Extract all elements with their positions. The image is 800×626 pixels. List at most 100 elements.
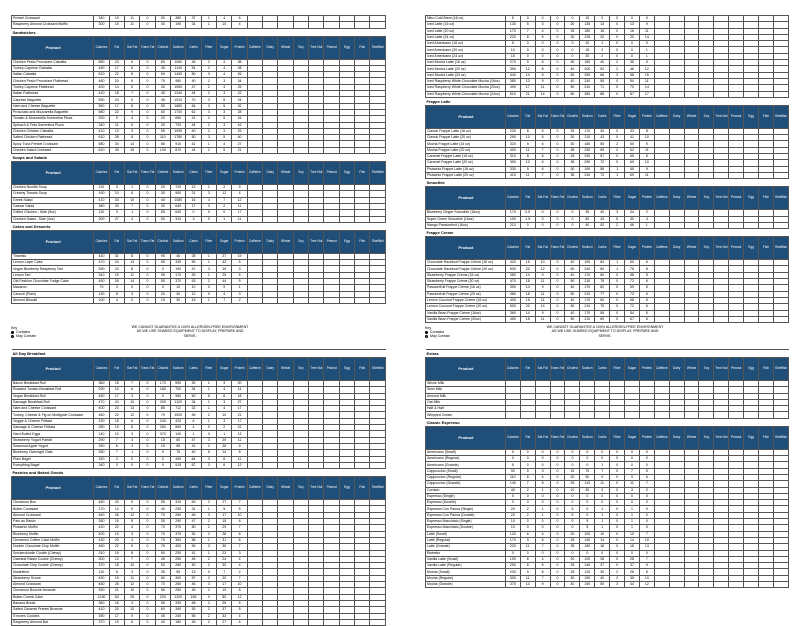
table-row: Snickerdoodle Cookie (Chewy) 310 15 8 0 50 230… bbox=[11, 549, 386, 557]
table-row: Skim Milk bbox=[425, 386, 789, 394]
column-header: Fish bbox=[354, 357, 371, 381]
nutrient-cell: 0 bbox=[609, 315, 626, 324]
table-row: Pretzel Croissant 340 19 11 0 50 380 37 1 4 6 bbox=[11, 15, 386, 23]
column-header: Sat Fat bbox=[123, 161, 141, 186]
column-header: Fat bbox=[519, 357, 536, 381]
table-row: Spinach & Feta Sorrentina Pizza 340 11 5 0 25… bbox=[11, 121, 386, 129]
nutrient-cell: 0 bbox=[549, 315, 566, 324]
header-row: Product Calories Fat Sat Fat Trans Fat Choles… bbox=[425, 186, 789, 211]
key-may-contain: May Contain bbox=[425, 334, 450, 338]
table-row: Italian Ciabatta 510 22 8 0 50 1430 50 3 4 26 bbox=[11, 71, 386, 79]
column-header: Fish bbox=[354, 229, 371, 254]
nutrient-cell bbox=[354, 411, 371, 419]
column-header: Calories bbox=[93, 229, 110, 254]
nutrient-cell: 0 bbox=[123, 296, 141, 305]
nutrient-cell: 12 bbox=[638, 580, 655, 589]
nutrient-cell bbox=[369, 386, 386, 394]
column-header: Soy bbox=[292, 161, 310, 186]
column-header: Egg bbox=[338, 476, 356, 501]
column-header: Caffeine bbox=[653, 236, 670, 261]
column-header: Carbs bbox=[185, 35, 202, 60]
column-header: Egg bbox=[743, 104, 760, 129]
column-header: Egg bbox=[338, 161, 356, 186]
section-title: All Day Breakfast bbox=[11, 349, 386, 358]
column-header: Protein bbox=[638, 104, 655, 129]
column-header: Carbs bbox=[594, 236, 611, 261]
column-header: Tree Nut bbox=[308, 357, 325, 381]
column-header-product: Product bbox=[425, 236, 506, 261]
product-name: Cappuccino (Small) bbox=[425, 467, 506, 475]
column-header: Dairy bbox=[668, 186, 685, 211]
nutrient-cell bbox=[369, 449, 386, 457]
table-row: Sausage & Cheese Frittata 280 19 8 0 260 550 4 0… bbox=[11, 424, 386, 432]
nutrient-cell bbox=[758, 315, 774, 324]
table-row: Iced Mocha Latte (20 oz) 350 12 8 0 40 200 52 2 4… bbox=[425, 65, 789, 73]
nutrient-cell bbox=[354, 77, 371, 85]
nutrient-cell bbox=[369, 290, 386, 298]
nutrient-cell bbox=[369, 96, 386, 104]
nutrient-cell bbox=[743, 315, 760, 324]
column-header: Wheat bbox=[683, 357, 700, 381]
nutrient-cell bbox=[369, 115, 386, 123]
table-row: Half & Half bbox=[425, 405, 789, 413]
nutrient-cell bbox=[369, 442, 386, 451]
column-header: Egg bbox=[743, 425, 760, 450]
nutrient-cell bbox=[354, 284, 371, 292]
table-row: Vanilla Bean Frappe Crème (16oz) 360 14 9 0 4… bbox=[425, 309, 789, 317]
column-header: Fat bbox=[519, 186, 536, 211]
column-header: Fat bbox=[108, 229, 125, 254]
column-header: Carbs bbox=[594, 357, 611, 381]
column-header-product: Product bbox=[425, 104, 506, 129]
table-row: Iced Mocha Latte (16 oz) 270 9 6 0 30 150 40 2 35… bbox=[425, 59, 789, 67]
nutrient-cell bbox=[338, 296, 356, 305]
nutrient-cell bbox=[772, 392, 789, 400]
nutrient-cell bbox=[683, 315, 700, 324]
section-title: Cakes and Desserts bbox=[11, 221, 386, 231]
column-header: Egg bbox=[338, 229, 356, 254]
nutrient-cell bbox=[354, 379, 371, 388]
nutrient-cell: 2 bbox=[200, 618, 218, 626]
column-header: Peanut bbox=[728, 104, 745, 129]
table-row: Nitro Cold Brew (16 oz) 5 0 0 0 0 10 0 0 0 0 bbox=[425, 15, 789, 23]
column-header: Sodium bbox=[170, 229, 187, 254]
column-header: Egg bbox=[743, 357, 760, 381]
column-header: Peanut bbox=[323, 161, 340, 186]
column-header: Caffeine bbox=[246, 357, 264, 381]
column-header: Trans Fat bbox=[549, 104, 566, 129]
nutrient-cell bbox=[698, 580, 715, 589]
product-name: Vanilla Bean Frappe Crème (16oz) bbox=[425, 309, 506, 317]
nutrient-cell: 1 bbox=[200, 296, 218, 305]
nutrient-cell bbox=[277, 618, 294, 626]
column-header: Shellfish bbox=[369, 35, 386, 60]
column-header: Tree Nut bbox=[308, 476, 325, 501]
nutrient-cell bbox=[369, 436, 386, 444]
column-header: Wheat bbox=[683, 425, 700, 450]
table-row: Chicken Salad Croissant 610 39 15 0 100 870 44 2… bbox=[11, 146, 386, 155]
column-header: Sugar bbox=[624, 104, 640, 129]
nutrient-cell bbox=[308, 296, 325, 305]
table-row: Vegan Blueberry Raspberry Tart 390 23 8 0 0 19… bbox=[11, 265, 386, 273]
section-title-row: Extras bbox=[425, 349, 789, 358]
table-row: Chicken Pesto Provolone Flatbread 480 20 6 0… bbox=[11, 77, 386, 85]
nutrient-cell bbox=[354, 15, 371, 23]
table-row: Passionfruit Frappe Crème (16 oz) 390 14 9 0… bbox=[425, 284, 789, 292]
column-header: Dairy bbox=[262, 357, 279, 381]
nutrient-cell: 69 bbox=[594, 315, 611, 324]
table-row: Greek Salad 410 34 10 0 40 1080 16 4 7 12 bbox=[11, 196, 386, 204]
column-header: Shellfish bbox=[369, 357, 386, 381]
table-row: Almond Biscotti 100 4 0 0 15 30 15 1 7 2 bbox=[11, 296, 386, 305]
column-header: Peanut bbox=[728, 425, 745, 450]
nutrient-cell: 210 bbox=[579, 315, 596, 324]
column-header: Tree Nut bbox=[713, 186, 730, 211]
table-row: Macaron 70 3 0 0 0 10 10 0 9 1 bbox=[11, 284, 386, 292]
column-header: Sugar bbox=[216, 161, 233, 186]
column-header: Protein bbox=[638, 357, 655, 381]
nutrient-cell: 50 bbox=[594, 580, 611, 589]
nutrient-cell bbox=[668, 580, 685, 589]
table-row: Chocolate Hazelnut Frappe Crème (16 oz) 4… bbox=[425, 259, 789, 267]
table-row: Iced Latte (16 oz) 130 5 3 0 20 135 13 0 13 9 bbox=[425, 21, 789, 29]
table-row: Turkey, Cheese & Fig on Multigrain Crois… bbox=[11, 411, 386, 419]
column-header: Shellfish bbox=[772, 236, 789, 261]
nutrient-cell bbox=[772, 296, 789, 305]
header-row: Product Calories Fat Sat Fat Trans Fat Choles… bbox=[11, 229, 386, 254]
